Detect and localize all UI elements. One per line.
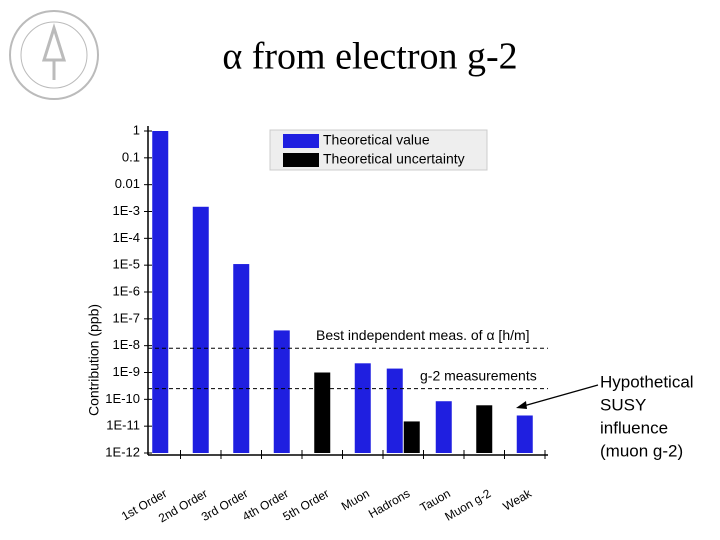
y-tick-label: 1E-8 <box>113 337 140 352</box>
bar <box>152 131 169 453</box>
bar <box>192 206 209 453</box>
y-tick-label: 1E-11 <box>106 418 140 433</box>
y-axis-label: Contribution (ppb) <box>86 304 102 416</box>
logo <box>9 10 99 100</box>
bar <box>354 363 371 453</box>
x-tick-label: 5th Order <box>280 486 331 523</box>
bar <box>314 372 331 453</box>
y-tick-label: 1E-3 <box>113 203 140 218</box>
reference-label: g-2 measurements <box>420 367 537 383</box>
bar <box>386 368 403 453</box>
bar <box>476 405 493 453</box>
y-tick-label: 1E-7 <box>113 310 140 325</box>
bar <box>435 401 452 453</box>
reference-label-bg <box>417 368 549 385</box>
x-tick-label: 3rd Order <box>199 486 250 524</box>
bar <box>403 421 420 453</box>
annotation-text: Hypothetical <box>600 372 694 391</box>
legend-label: Theoretical value <box>323 132 430 148</box>
legend-label: Theoretical uncertainty <box>323 151 465 167</box>
arrow-head <box>516 401 527 409</box>
annotation-arrow <box>519 384 599 408</box>
reference-label-bg <box>313 328 513 345</box>
y-tick-label: 1E-9 <box>113 364 140 379</box>
annotation-text: influence <box>600 418 668 437</box>
bar <box>273 330 290 453</box>
legend-swatch <box>283 134 319 148</box>
bar <box>233 264 250 453</box>
y-tick-label: 1E-10 <box>105 391 140 406</box>
bar <box>516 415 533 453</box>
y-tick-label: 1E-5 <box>113 257 140 272</box>
x-tick-label: Hadrons <box>366 486 412 521</box>
x-tick-label: Muon g-2 <box>442 486 493 524</box>
y-tick-label: 1 <box>133 122 140 137</box>
legend-swatch <box>283 153 319 167</box>
reference-label: Best independent meas. of α [h/m] <box>316 327 530 343</box>
annotation-text: SUSY <box>600 395 646 414</box>
y-tick-label: 1E-12 <box>105 444 140 459</box>
y-tick-label: 1E-6 <box>113 283 140 298</box>
annotation-text: (muon g-2) <box>600 441 683 460</box>
slide-title: α from electron g-2 <box>222 36 517 78</box>
x-tick-label: Weak <box>500 486 534 514</box>
y-tick-label: 0.1 <box>122 149 140 164</box>
y-tick-label: 1E-4 <box>113 230 140 245</box>
y-tick-label: 0.01 <box>115 176 140 191</box>
